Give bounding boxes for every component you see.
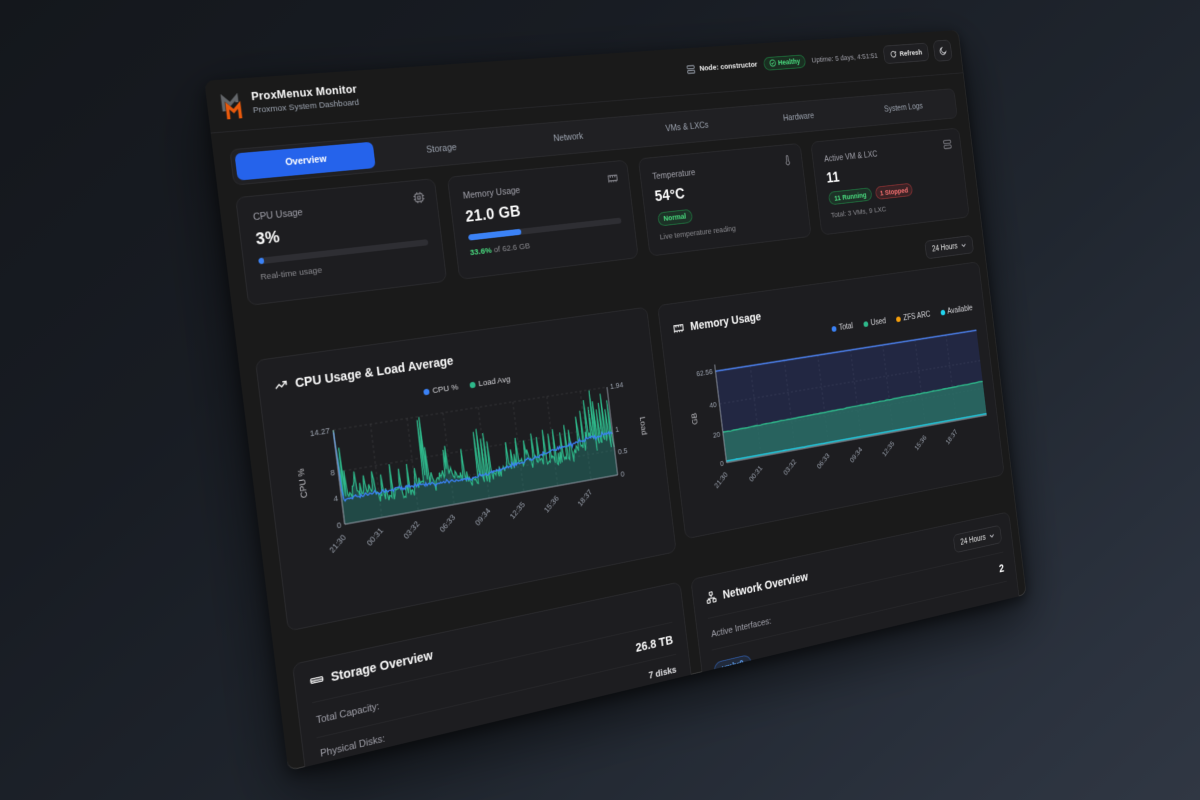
- svg-text:CPU %: CPU %: [295, 467, 309, 499]
- svg-text:62.56: 62.56: [696, 367, 713, 378]
- svg-text:GB: GB: [689, 412, 699, 425]
- svg-text:12:35: 12:35: [881, 439, 896, 458]
- svg-text:15:36: 15:36: [542, 494, 560, 515]
- svg-text:0: 0: [620, 469, 625, 479]
- svg-text:0: 0: [336, 520, 342, 530]
- svg-text:18:37: 18:37: [944, 428, 959, 446]
- svg-text:20: 20: [712, 430, 720, 440]
- svg-text:4: 4: [333, 493, 339, 503]
- svg-text:06:33: 06:33: [438, 512, 457, 533]
- svg-text:8: 8: [330, 467, 336, 477]
- svg-text:1: 1: [615, 424, 620, 433]
- svg-text:0: 0: [720, 459, 725, 468]
- svg-text:Load: Load: [638, 416, 649, 436]
- svg-text:00:31: 00:31: [747, 464, 763, 484]
- svg-text:06:33: 06:33: [815, 451, 831, 470]
- svg-text:09:34: 09:34: [848, 445, 863, 464]
- svg-text:03:32: 03:32: [402, 519, 422, 541]
- svg-text:09:34: 09:34: [473, 506, 492, 527]
- svg-text:40: 40: [709, 400, 717, 410]
- svg-text:00:31: 00:31: [365, 526, 385, 548]
- svg-text:14.27: 14.27: [309, 426, 330, 439]
- svg-text:0.5: 0.5: [617, 446, 628, 456]
- svg-text:03:32: 03:32: [782, 457, 798, 476]
- svg-text:18:37: 18:37: [576, 487, 594, 508]
- svg-text:21:30: 21:30: [327, 532, 348, 554]
- svg-text:15:36: 15:36: [913, 433, 928, 452]
- svg-text:12:35: 12:35: [508, 500, 527, 521]
- svg-text:1.94: 1.94: [609, 380, 624, 391]
- svg-text:21:30: 21:30: [713, 470, 730, 490]
